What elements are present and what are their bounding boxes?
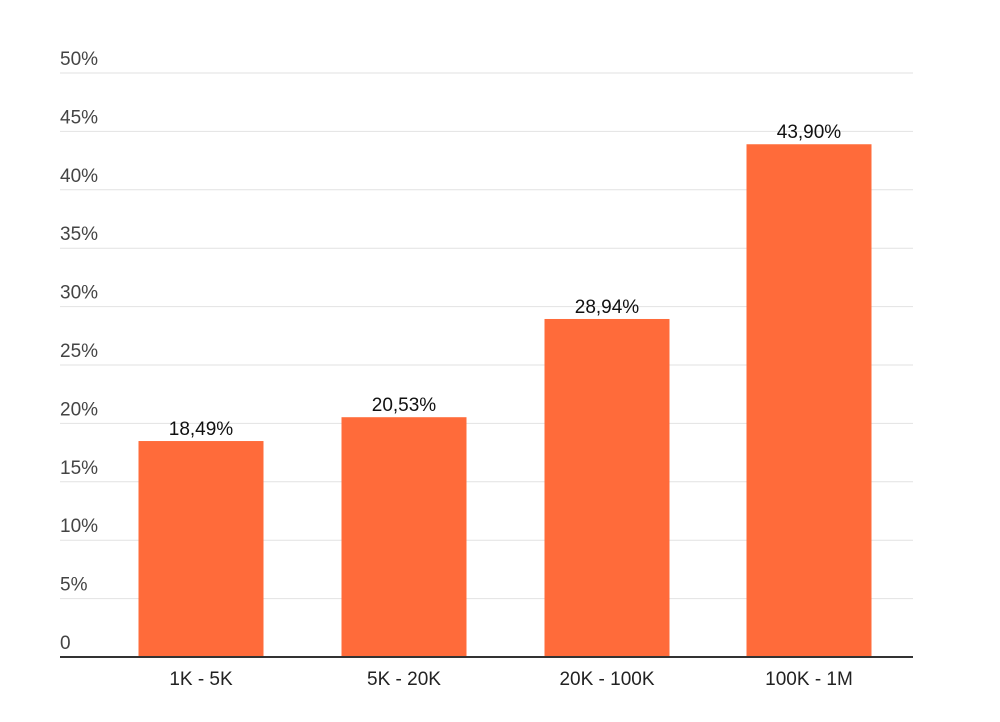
bar (746, 144, 872, 658)
bar-value-label: 20,53% (372, 395, 437, 416)
x-axis-ticks: 1K - 5K 5K - 20K 20K - 100K 100K - 1M (169, 669, 853, 690)
y-tick-label: 0 (60, 633, 71, 654)
bars (138, 144, 872, 658)
bar (544, 318, 670, 657)
x-tick-label: 1K - 5K (169, 669, 233, 690)
x-tick-label: 5K - 20K (367, 669, 441, 690)
data-labels: 18,49% 20,53% 28,94% 43,90% (169, 122, 842, 440)
bar-value-label: 18,49% (169, 419, 234, 440)
bar (341, 417, 467, 657)
bar-value-label: 43,90% (777, 122, 842, 143)
x-tick-label: 20K - 100K (559, 669, 654, 690)
y-axis-ticks: 0 5% 10% 15% 20% 25% 30% 35% 40% 45% 50% (60, 49, 98, 654)
y-tick-label: 30% (60, 283, 98, 304)
bar (138, 441, 264, 657)
y-tick-label: 40% (60, 166, 98, 187)
y-tick-label: 15% (60, 458, 98, 479)
x-tick-label: 100K - 1M (765, 669, 853, 690)
y-tick-label: 5% (60, 575, 88, 596)
y-tick-label: 10% (60, 516, 98, 537)
bar-value-label: 28,94% (575, 297, 640, 318)
y-tick-label: 35% (60, 224, 98, 245)
y-tick-label: 50% (60, 49, 98, 70)
y-tick-label: 20% (60, 399, 98, 420)
y-tick-label: 25% (60, 341, 98, 362)
y-tick-label: 45% (60, 107, 98, 128)
